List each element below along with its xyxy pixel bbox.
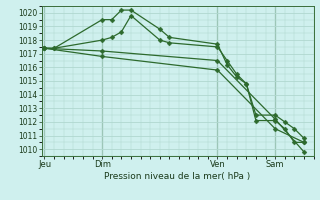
X-axis label: Pression niveau de la mer( hPa ): Pression niveau de la mer( hPa ) (104, 172, 251, 181)
